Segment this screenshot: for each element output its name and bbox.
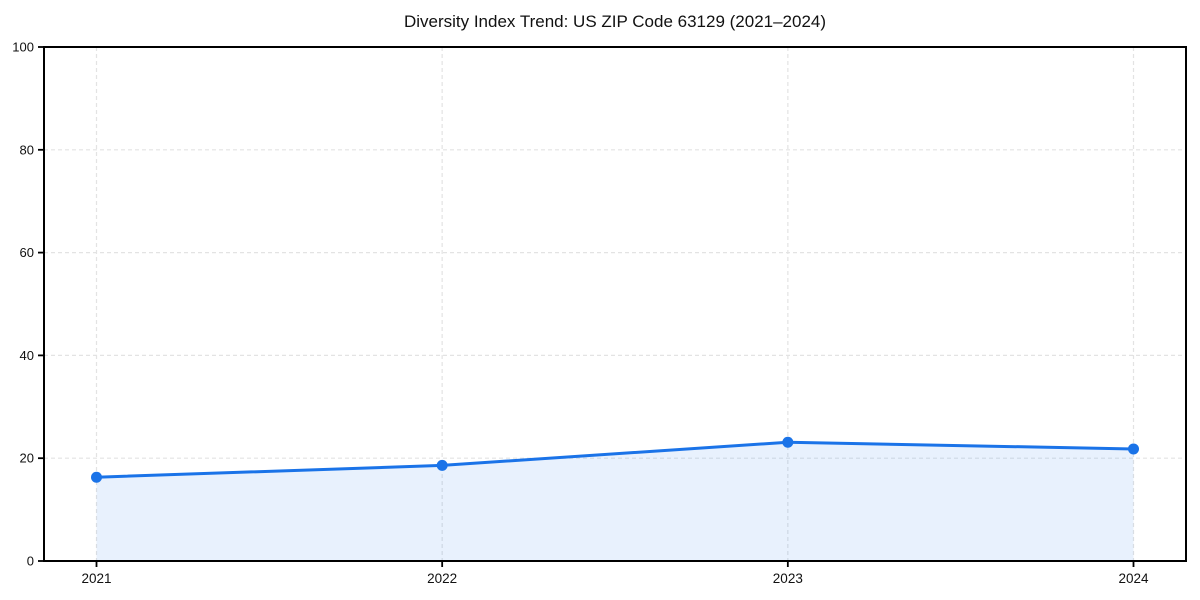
- area-fill: [96, 442, 1134, 561]
- chart-title: Diversity Index Trend: US ZIP Code 63129…: [403, 12, 827, 31]
- y-tick-label: 80: [20, 142, 34, 157]
- y-tick-label: 20: [20, 451, 34, 466]
- y-tick-label: 100: [12, 40, 34, 55]
- x-tick-label: 2023: [773, 571, 803, 586]
- y-tick-label: 60: [20, 245, 34, 260]
- x-tick-label: 2024: [1118, 571, 1149, 586]
- data-point: [1128, 443, 1139, 455]
- trend-line: [95, 440, 1135, 479]
- data-point: [782, 436, 794, 448]
- y-tick-label: 0: [27, 554, 34, 569]
- data-point: [436, 459, 448, 471]
- x-tick-label: 2021: [81, 571, 111, 586]
- y-tick-label: 40: [20, 348, 34, 363]
- x-tick-label: 2022: [427, 571, 457, 586]
- plot-frame: [43, 46, 1187, 562]
- data-point: [91, 471, 102, 483]
